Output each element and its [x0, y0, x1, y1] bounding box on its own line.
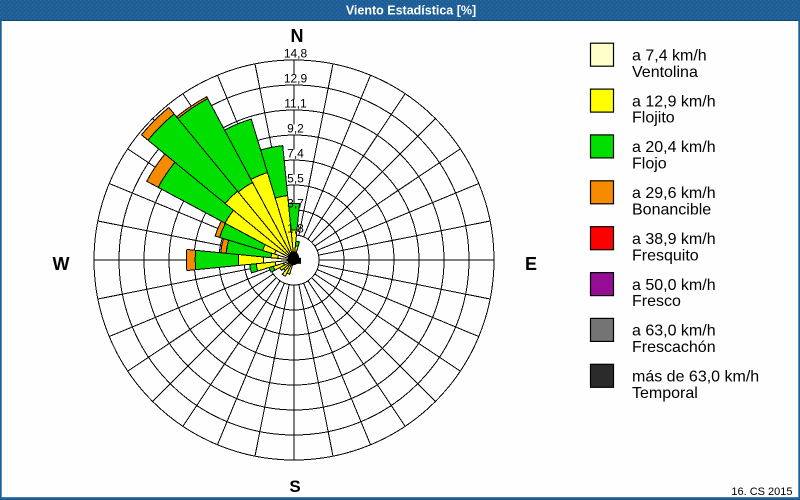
- svg-text:Fresquito: Fresquito: [632, 247, 699, 264]
- svg-text:Flojito: Flojito: [632, 110, 675, 127]
- svg-text:Bonancible: Bonancible: [632, 201, 711, 218]
- svg-text:W: W: [53, 254, 70, 274]
- svg-text:Fresco: Fresco: [632, 293, 681, 310]
- svg-text:9,2: 9,2: [287, 122, 304, 136]
- svg-text:N: N: [291, 26, 304, 46]
- svg-text:a 7,4 km/h: a 7,4 km/h: [632, 48, 707, 65]
- svg-text:7,4: 7,4: [287, 147, 304, 161]
- svg-text:Temporal: Temporal: [632, 385, 698, 402]
- svg-text:Viento Estadística [%]: Viento Estadística [%]: [346, 4, 476, 18]
- svg-text:E: E: [525, 254, 537, 274]
- svg-text:a 29,6 km/h: a 29,6 km/h: [632, 185, 716, 202]
- svg-text:más de 63,0 km/h: más de 63,0 km/h: [632, 369, 759, 386]
- svg-text:5,5: 5,5: [287, 172, 304, 186]
- svg-text:a 20,4 km/h: a 20,4 km/h: [632, 139, 716, 156]
- svg-text:Ventolina: Ventolina: [632, 64, 698, 81]
- svg-text:a 38,9 km/h: a 38,9 km/h: [632, 231, 716, 248]
- svg-text:1,8: 1,8: [287, 222, 304, 236]
- svg-text:16. CS 2015: 16. CS 2015: [731, 486, 792, 498]
- svg-text:14,8: 14,8: [284, 47, 308, 61]
- svg-text:12,9: 12,9: [284, 72, 308, 86]
- svg-text:3,7: 3,7: [287, 197, 304, 211]
- svg-text:a 50,0 km/h: a 50,0 km/h: [632, 277, 716, 294]
- svg-text:Flojo: Flojo: [632, 156, 667, 173]
- svg-text:S: S: [289, 477, 300, 496]
- svg-text:a 12,9 km/h: a 12,9 km/h: [632, 93, 716, 110]
- svg-text:Frescachón: Frescachón: [632, 339, 716, 356]
- svg-text:11,1: 11,1: [284, 97, 307, 111]
- svg-text:a 63,0 km/h: a 63,0 km/h: [632, 323, 716, 340]
